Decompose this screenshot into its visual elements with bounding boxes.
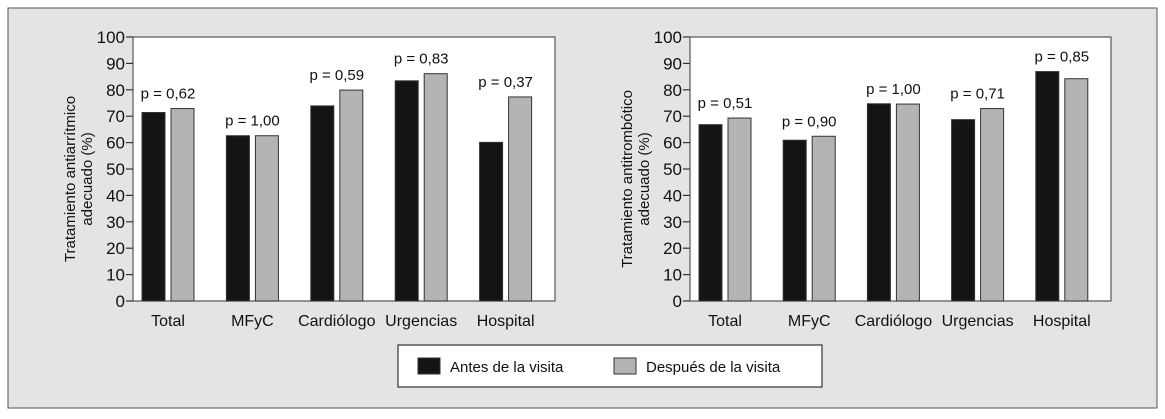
x-tick-label: Hospital	[477, 313, 535, 330]
y-axis-label: adecuado (%)	[636, 132, 653, 225]
bar-after-total	[727, 117, 752, 302]
bar-before-mfyc	[782, 139, 807, 302]
y-tick-label: 40	[663, 186, 682, 205]
x-tick-label: Total	[151, 313, 185, 330]
bar-before-cardiólogo	[866, 103, 891, 302]
p-value-label: p = 1,00	[225, 113, 280, 130]
x-tick-label: Cardiólogo	[298, 313, 375, 330]
y-tick-label: 50	[106, 160, 125, 179]
y-tick-label: 30	[663, 213, 682, 232]
y-tick-label: 90	[663, 54, 682, 73]
legend-label-before: Antes de la visita	[450, 359, 564, 376]
x-tick-label: Urgencias	[942, 313, 1014, 330]
bar-before-mfyc	[225, 135, 250, 302]
bar-after-hospital	[508, 96, 533, 302]
legend-swatch-before	[417, 357, 441, 375]
legend-label-after: Después de la visita	[646, 359, 781, 376]
x-tick-label: MFyC	[788, 313, 831, 330]
bar-before-hospital	[479, 141, 504, 302]
bar-after-total	[170, 108, 195, 302]
p-value-label: p = 0,59	[309, 67, 364, 84]
bar-after-mfyc	[811, 135, 836, 302]
x-tick-label: Total	[708, 313, 742, 330]
y-tick-label: 10	[106, 266, 125, 285]
bar-before-urgencias	[394, 80, 419, 302]
p-value-label: p = 0,37	[478, 74, 533, 91]
y-tick-label: 0	[116, 292, 125, 311]
y-tick-label: 50	[663, 160, 682, 179]
x-tick-label: Hospital	[1033, 313, 1091, 330]
bar-after-cardiólogo	[339, 89, 364, 302]
bar-before-total	[141, 112, 166, 302]
bar-after-mfyc	[254, 135, 279, 302]
y-tick-label: 40	[106, 186, 125, 205]
y-tick-label: 80	[106, 81, 125, 100]
bar-before-total	[698, 124, 723, 302]
bar-before-cardiólogo	[310, 105, 335, 302]
y-tick-label: 90	[106, 54, 125, 73]
y-tick-label: 10	[663, 266, 682, 285]
legend-swatch-after	[613, 357, 637, 375]
y-tick-label: 70	[663, 107, 682, 126]
chart-1: 0 10 20 30 40 50 60 70 80 90 100 Tratamiento antiar…	[62, 28, 556, 330]
p-value-label: p = 0,62	[141, 86, 196, 103]
y-tick-label: 80	[663, 81, 682, 100]
bar-after-urgencias	[423, 73, 448, 302]
p-value-label: p = 1,00	[866, 81, 921, 98]
bar-after-cardiólogo	[895, 103, 920, 302]
y-tick-label: 60	[663, 134, 682, 153]
bar-after-urgencias	[980, 108, 1005, 302]
y-tick-label: 100	[97, 28, 125, 47]
x-tick-label: Cardiólogo	[855, 313, 932, 330]
x-tick-label: MFyC	[231, 313, 274, 330]
y-axis-label: Tratamiento antiarrítmico	[62, 96, 79, 262]
p-value-label: p = 0,83	[394, 51, 449, 68]
bar-before-urgencias	[951, 119, 976, 302]
y-tick-label: 70	[106, 107, 125, 126]
y-tick-label: 60	[106, 134, 125, 153]
p-value-label: p = 0,71	[950, 86, 1005, 103]
legend-box	[397, 344, 823, 388]
chart-2: 0 10 20 30 40 50 60 70 80 90 100 Tratamiento antitr…	[619, 28, 1112, 330]
bar-before-hospital	[1035, 71, 1060, 302]
y-axis-label: adecuado (%)	[79, 132, 96, 225]
y-tick-label: 20	[663, 239, 682, 258]
p-value-label: p = 0,51	[698, 95, 753, 112]
y-tick-label: 0	[673, 292, 682, 311]
y-tick-label: 30	[106, 213, 125, 232]
y-tick-label: 100	[654, 28, 682, 47]
y-axis-label: Tratamiento antitrombótico	[619, 90, 636, 268]
bar-after-hospital	[1064, 78, 1089, 302]
p-value-label: p = 0,85	[1034, 49, 1089, 66]
x-tick-label: Urgencias	[385, 313, 457, 330]
y-tick-label: 20	[106, 239, 125, 258]
p-value-label: p = 0,90	[782, 113, 837, 130]
legend: Antes de la visita Después de la visita	[397, 344, 823, 388]
